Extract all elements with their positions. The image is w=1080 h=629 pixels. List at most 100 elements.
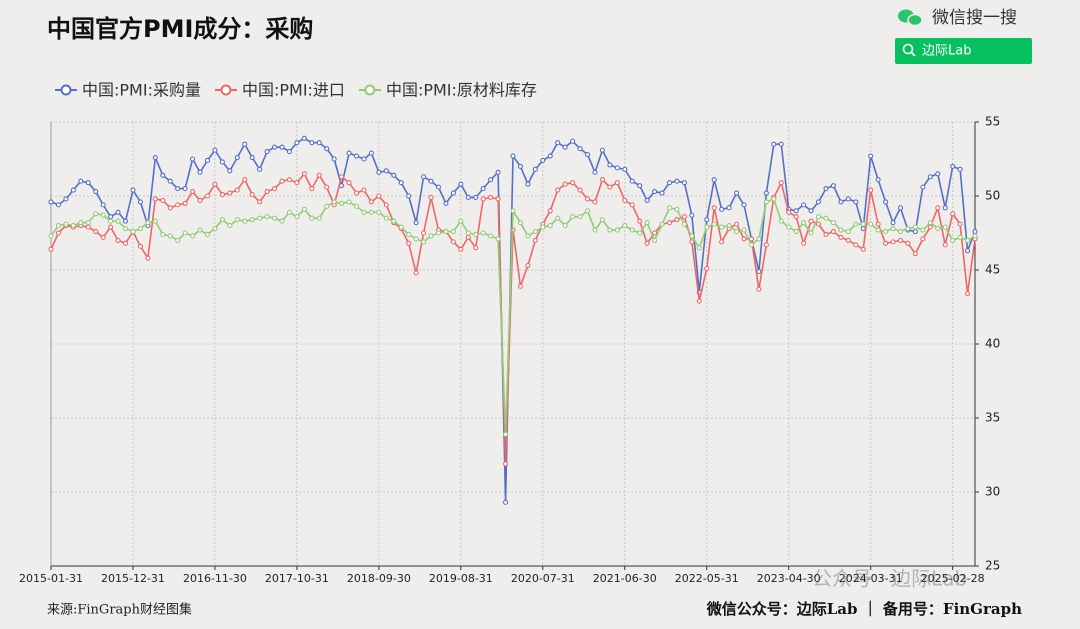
data-point [428, 178, 434, 184]
data-point [488, 177, 494, 183]
data-point [130, 187, 136, 193]
data-point [137, 199, 143, 205]
data-point [912, 228, 918, 235]
data-point [122, 240, 129, 246]
data-point [629, 178, 635, 184]
data-point [473, 231, 479, 238]
wechat-icon [898, 9, 923, 27]
data-point [912, 251, 918, 257]
x-tick-label: 2016-11-30 [183, 572, 247, 585]
data-point [644, 197, 650, 203]
data-point [525, 263, 531, 269]
data-point [346, 150, 352, 156]
data-point [85, 220, 91, 226]
data-point [726, 223, 732, 229]
data-point [681, 180, 687, 186]
data-point [286, 177, 293, 183]
data-point [547, 153, 553, 159]
data-point [652, 230, 658, 236]
data-point [748, 242, 755, 248]
data-point [532, 237, 538, 243]
data-point [421, 239, 427, 245]
data-point [160, 231, 166, 238]
data-point [376, 193, 382, 199]
data-point [279, 178, 285, 184]
data-point [421, 230, 427, 236]
data-point [93, 189, 99, 195]
data-point [823, 186, 829, 192]
y-tick-label: 45 [985, 263, 1000, 277]
data-point [465, 234, 471, 240]
data-point [935, 205, 941, 211]
data-point [376, 209, 382, 215]
data-point [778, 141, 784, 147]
search-button-label[interactable]: 边际Lab [922, 44, 971, 59]
data-point [324, 203, 330, 209]
data-point [525, 233, 531, 239]
data-point [346, 180, 352, 186]
search-button[interactable]: 边际Lab [895, 38, 1032, 64]
data-point [63, 221, 69, 227]
data-point [309, 140, 315, 146]
data-point [152, 196, 158, 202]
series [48, 196, 978, 437]
data-point [517, 283, 524, 289]
data-point [219, 191, 225, 198]
data-point [100, 202, 106, 208]
data-point [815, 214, 822, 220]
data-point [316, 215, 322, 221]
data-point [614, 165, 620, 171]
data-point [860, 221, 866, 227]
data-point [271, 215, 278, 221]
data-point [972, 228, 978, 235]
data-point [70, 223, 76, 229]
data-point [257, 166, 263, 172]
data-point [666, 205, 673, 211]
data-point [964, 291, 971, 297]
data-point [845, 237, 851, 243]
data-point [428, 194, 434, 201]
data-point [733, 228, 740, 235]
data-point [152, 154, 158, 161]
data-point [704, 265, 710, 272]
data-point [927, 220, 933, 226]
data-point [652, 189, 658, 195]
data-point [398, 224, 404, 230]
data-point [793, 208, 799, 214]
data-point [950, 237, 956, 243]
data-point [883, 199, 889, 205]
data-point [175, 202, 181, 208]
data-point [808, 208, 814, 214]
data-point [957, 221, 963, 227]
data-point [279, 144, 285, 150]
data-point [823, 215, 829, 221]
data-point [70, 187, 76, 193]
x-tick-label: 2025-02-28 [921, 572, 985, 585]
data-point [450, 228, 456, 235]
data-point [510, 153, 516, 159]
data-point [763, 190, 769, 196]
data-point [853, 221, 859, 227]
data-point [383, 202, 389, 208]
data-point [920, 227, 926, 233]
data-point [920, 184, 926, 190]
data-point [204, 157, 211, 164]
legend-label: 中国:PMI:采购量 [82, 81, 201, 100]
data-point [883, 240, 889, 246]
data-point [249, 217, 255, 223]
data-point [190, 189, 196, 195]
data-point [182, 186, 188, 192]
search-button-bg[interactable] [895, 38, 1032, 64]
data-point [85, 224, 91, 230]
data-point [599, 217, 605, 223]
data-point [502, 461, 509, 467]
data-point [793, 214, 799, 220]
data-point [406, 231, 412, 238]
data-point [383, 168, 389, 174]
data-point [845, 228, 851, 235]
data-point [868, 153, 874, 159]
data-point [368, 150, 374, 156]
